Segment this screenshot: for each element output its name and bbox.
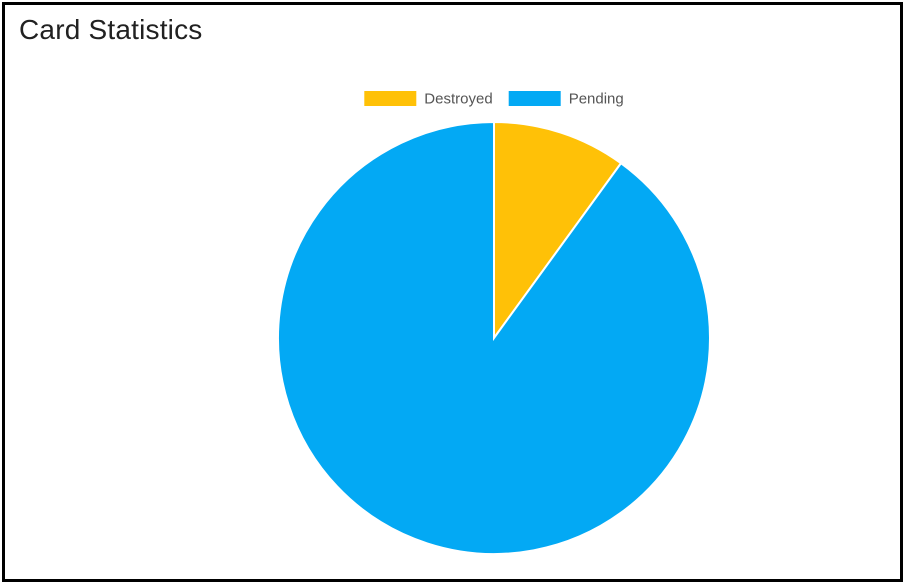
pie-slices (277, 120, 711, 555)
chart-legend: Destroyed Pending (364, 91, 624, 108)
pie-slice-destroyed[interactable] (493, 120, 623, 342)
card-title: Card Statistics (19, 14, 203, 45)
legend-swatch-pending[interactable] (508, 91, 561, 106)
pie-slice-pending[interactable] (277, 120, 711, 555)
legend-label-destroyed[interactable]: Destroyed (424, 91, 492, 108)
legend-swatch-destroyed[interactable] (364, 91, 417, 106)
legend-label-pending[interactable]: Pending (569, 91, 624, 108)
